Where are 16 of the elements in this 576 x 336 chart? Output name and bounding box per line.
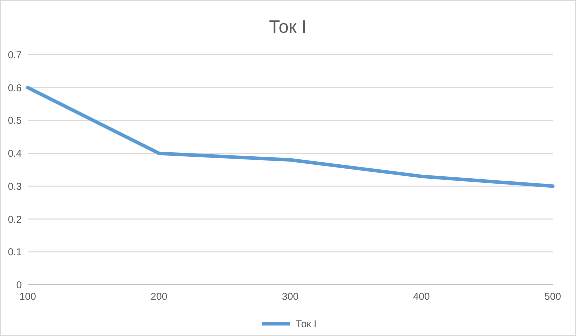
y-tick-label: 0.6 xyxy=(8,83,22,94)
x-tick-label: 400 xyxy=(413,292,431,303)
y-tick-label: 0.2 xyxy=(8,214,22,226)
y-tick-label: 0 xyxy=(16,280,22,292)
y-tick-label: 0.1 xyxy=(8,248,22,259)
x-tick-label: 300 xyxy=(282,292,300,303)
legend-label: Ток I xyxy=(296,320,317,330)
x-tick-label: 100 xyxy=(20,292,37,303)
y-tick-label: 0.4 xyxy=(8,149,22,160)
line-series xyxy=(26,86,555,188)
y-tick-label: 0.7 xyxy=(8,50,22,62)
y-tick-label: 0.5 xyxy=(8,116,22,128)
y-tick-label: 0.3 xyxy=(8,182,22,193)
x-tick-label: 500 xyxy=(544,292,562,303)
x-tick-label: 200 xyxy=(150,292,168,303)
chart-title: Ток I xyxy=(269,17,307,37)
